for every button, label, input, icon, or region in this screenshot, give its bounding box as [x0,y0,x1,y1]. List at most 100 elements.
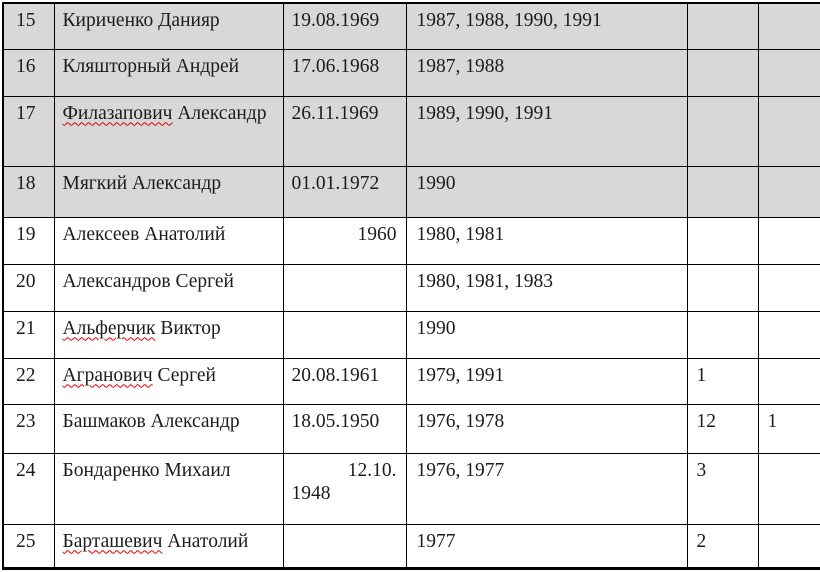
cell-name[interactable]: Алексеев Анатолий [53,216,284,265]
birthdate-line1: 12.10. [347,459,397,481]
cell-count2[interactable] [757,310,820,359]
cell-count2[interactable] [757,357,820,405]
table-row: 20 Александров Сергей 1980, 1981, 1983 [2,263,820,312]
cell-count2[interactable] [757,165,820,218]
cell-number[interactable]: 25 [2,523,55,569]
misspelled-word: Филазапович [62,102,173,124]
birthdate-line1: 01.01.1972 [291,172,380,194]
cell-name[interactable]: Агранович Сергей [53,357,284,405]
cell-years[interactable]: 1987, 1988 [405,48,688,97]
cell-number[interactable]: 19 [2,216,55,265]
cell-number[interactable]: 18 [2,165,55,218]
cell-count1[interactable] [686,216,759,265]
cell-name[interactable]: Александров Сергей [53,263,284,312]
cell-count2[interactable] [757,263,820,312]
cell-birthdate[interactable]: 18.05.1950 [282,403,407,454]
table-row: 24 Бондаренко Михаил 12.10. 1948 1976, 19… [2,452,820,525]
name-text: Виктор [155,317,221,339]
cell-number[interactable]: 22 [2,357,55,405]
birthdate-line1: 26.11.1969 [291,102,379,124]
name-text: Алексеев Анатолий [62,223,226,245]
cell-name[interactable]: Башмаков Александр [53,403,284,454]
cell-count2[interactable] [757,523,820,569]
table-row: 25 Барташевич Анатолий 1977 2 [2,523,820,569]
table-row: 15 Кириченко Данияр 19.08.1969 1987, 198… [2,2,820,50]
cell-count1[interactable] [686,165,759,218]
cell-count1[interactable] [686,48,759,97]
cell-birthdate[interactable] [282,310,407,359]
cell-number[interactable]: 21 [2,310,55,359]
cell-birthdate[interactable] [282,523,407,569]
cell-birthdate[interactable]: 12.10. 1948 [282,452,407,525]
cell-count1[interactable]: 1 [686,357,759,405]
cell-years[interactable]: 1979, 1991 [405,357,688,405]
cell-years[interactable]: 1990 [405,165,688,218]
table-row: 18 Мягкий Александр 01.01.1972 1990 [2,165,820,218]
cell-count1[interactable] [686,2,759,50]
cell-number[interactable]: 17 [2,95,55,167]
cell-years[interactable]: 1987, 1988, 1990, 1991 [405,2,688,50]
cell-name[interactable]: Альферчик Виктор [53,310,284,359]
cell-years[interactable]: 1976, 1978 [405,403,688,454]
cell-count2[interactable] [757,216,820,265]
table-row: 16 Кляшторный Андрей 17.06.1968 1987, 19… [2,48,820,97]
cell-birthdate[interactable]: 17.06.1968 [282,48,407,97]
name-text: Сергей [152,364,216,386]
table-row: 17 Филазапович Александр 26.11.1969 1989… [2,95,820,167]
cell-count2[interactable] [757,452,820,525]
name-text: Мягкий Александр [62,172,222,194]
table-row: 23 Башмаков Александр 18.05.1950 1976, 1… [2,403,820,454]
cell-count2[interactable] [757,48,820,97]
misspelled-word: Агранович [62,364,153,386]
cell-birthdate[interactable]: 20.08.1961 [282,357,407,405]
cell-birthdate[interactable] [282,263,407,312]
cell-years[interactable]: 1989, 1990, 1991 [405,95,688,167]
cell-name[interactable]: Барташевич Анатолий [53,523,284,569]
cell-name[interactable]: Бондаренко Михаил [53,452,284,525]
cell-birthdate[interactable]: 1960 [282,216,407,265]
birthdate-line1: 1960 [357,223,397,245]
table-row: 19 Алексеев Анатолий 1960 1980, 1981 [2,216,820,265]
birthdate-line1: 20.08.1961 [291,364,380,386]
cell-years[interactable]: 1980, 1981 [405,216,688,265]
name-text: Башмаков Александр [62,410,240,432]
cell-number[interactable]: 23 [2,403,55,454]
cell-count1[interactable] [686,310,759,359]
cell-count1[interactable]: 3 [686,452,759,525]
birthdate-line2: 1948 [291,482,331,504]
cell-count2[interactable]: 1 [757,403,820,454]
cell-number[interactable]: 24 [2,452,55,525]
table-row: 21 Альферчик Виктор 1990 [2,310,820,359]
birthdate-line1: 17.06.1968 [291,55,380,77]
cell-years[interactable]: 1976, 1977 [405,452,688,525]
cell-count1[interactable]: 12 [686,403,759,454]
cell-count1[interactable] [686,95,759,167]
misspelled-word: Барташевич [62,530,163,552]
name-text: Бондаренко Михаил [62,459,231,481]
birthdate-line1: 18.05.1950 [291,410,380,432]
name-text: Анатолий [162,530,249,552]
cell-count2[interactable] [757,95,820,167]
cell-number[interactable]: 16 [2,48,55,97]
cell-count2[interactable] [757,2,820,50]
name-text: Александров Сергей [62,270,234,292]
cell-years[interactable]: 1980, 1981, 1983 [405,263,688,312]
misspelled-word: Альферчик [62,317,156,339]
cell-name[interactable]: Мягкий Александр [53,165,284,218]
cell-count1[interactable] [686,263,759,312]
cell-name[interactable]: Кляшторный Андрей [53,48,284,97]
cell-name[interactable]: Кириченко Данияр [53,2,284,50]
cell-count1[interactable]: 2 [686,523,759,569]
cell-years[interactable]: 1990 [405,310,688,359]
name-text: Александр [172,102,267,124]
cell-number[interactable]: 15 [2,2,55,50]
cell-birthdate[interactable]: 26.11.1969 [282,95,407,167]
cell-birthdate[interactable]: 01.01.1972 [282,165,407,218]
cell-name[interactable]: Филазапович Александр [53,95,284,167]
cell-years[interactable]: 1977 [405,523,688,569]
cell-birthdate[interactable]: 19.08.1969 [282,2,407,50]
cell-number[interactable]: 20 [2,263,55,312]
name-text: Кляшторный Андрей [62,55,240,77]
